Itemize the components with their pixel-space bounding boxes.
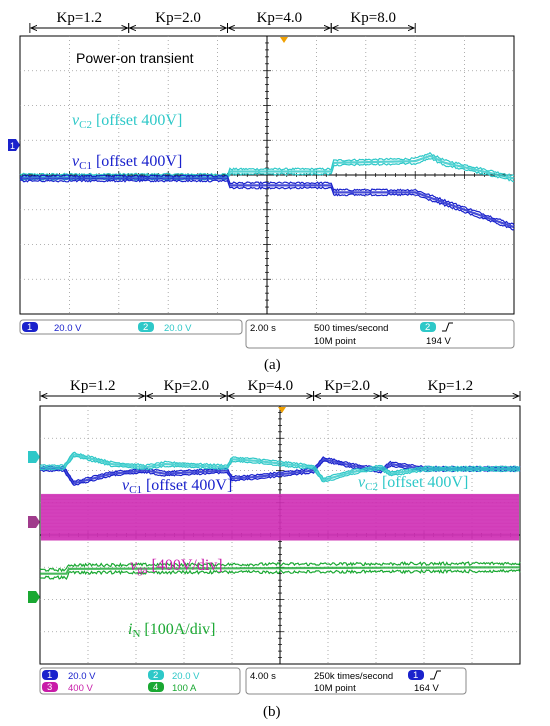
segment-label: Kp=1.2 — [70, 378, 116, 394]
ch2-scale: 20.0 V — [172, 671, 200, 682]
ch3-scale: 400 V — [68, 683, 93, 694]
series-line — [40, 566, 520, 575]
segment-label: Kp=4.0 — [248, 378, 294, 394]
svg-text:2: 2 — [143, 322, 148, 333]
status-bar: 1 20.0 V 2 20.0 V 3 400 V 4 100 A 4.00 s… — [39, 667, 467, 695]
series-line-upper — [19, 151, 515, 177]
series-line-upper — [39, 451, 521, 480]
trigger-level: 164 V — [414, 683, 439, 694]
svg-text:1: 1 — [47, 670, 52, 681]
series-line-lower — [39, 455, 521, 483]
rising-edge-icon — [442, 322, 453, 332]
trace-label-vc1: vC1 [offset 400V] — [122, 477, 232, 496]
segment-label: Kp=1.2 — [428, 378, 474, 394]
channel-marker-2 — [28, 451, 40, 463]
trigger-channel: 1 — [413, 670, 418, 681]
status-bar: 1 20.0 V 2 20.0 V 2.00 s 500 times/secon… — [19, 319, 515, 349]
trigger-marker — [278, 407, 286, 413]
ch4-scale: 100 A — [172, 683, 197, 694]
series-line — [20, 177, 515, 229]
trace-label-in: iN [100A/div] — [128, 621, 216, 640]
svg-text:2: 2 — [153, 670, 158, 681]
channel-marker-number: 1 — [10, 141, 15, 151]
series-line-lower — [39, 568, 521, 580]
series-line-upper — [19, 174, 515, 226]
series-line-upper — [39, 561, 521, 573]
annotation: Power-on transient — [76, 50, 194, 66]
trace-label-vc2: vC2 [offset 400V] — [358, 474, 468, 493]
panel-label: (b) — [263, 704, 281, 720]
record-length: 10M point — [314, 336, 356, 347]
segment-label: Kp=2.0 — [324, 378, 370, 394]
sample-rate: 250k times/second — [314, 671, 393, 682]
trigger-level: 194 V — [426, 336, 451, 347]
trace-label-vc2: vC2 [offset 400V] — [72, 112, 182, 131]
trace-label-vga: vga [400V/div] — [130, 557, 223, 576]
segment-label: Kp=4.0 — [257, 10, 303, 26]
series-line-lower — [19, 179, 515, 231]
traces — [19, 151, 515, 231]
channel-marker — [8, 139, 20, 151]
panel-b: Kp=1.2 Kp=2.0 Kp=4.0 Kp=2.0 Kp=1.2 vC1 [offs… — [28, 378, 521, 720]
record-length: 10M point — [314, 683, 356, 694]
series-line — [40, 453, 520, 482]
segment-label: Kp=2.0 — [155, 10, 201, 26]
trace-label-vc1: vC1 [offset 400V] — [72, 153, 182, 172]
sample-rate: 500 times/second — [314, 323, 388, 334]
svg-text:1: 1 — [27, 322, 32, 333]
segment-label: Kp=1.2 — [57, 10, 103, 26]
segment-label: Kp=8.0 — [350, 10, 396, 26]
rising-edge-icon — [430, 670, 441, 680]
channel-marker-4 — [28, 591, 40, 603]
ch1-scale: 20.0 V — [68, 671, 96, 682]
trigger-marker — [280, 37, 288, 43]
channel-marker-3 — [28, 516, 40, 528]
svg-text:3: 3 — [47, 682, 52, 693]
ch1-scale: 20.0 V — [54, 323, 82, 334]
timebase: 4.00 s — [250, 671, 276, 682]
segment-label: Kp=2.0 — [164, 378, 210, 394]
panel-label: (a) — [264, 357, 281, 373]
ch2-scale: 20.0 V — [164, 323, 192, 334]
trigger-channel: 2 — [425, 322, 430, 333]
svg-text:4: 4 — [153, 682, 158, 693]
traces — [39, 451, 521, 580]
panel-a: Kp=1.2 Kp=2.0 Kp=4.0 Kp=8.0 Power-on transi… — [8, 10, 515, 373]
segment-annotations: Kp=1.2 Kp=2.0 Kp=4.0 Kp=2.0 Kp=1.2 — [39, 378, 521, 401]
segment-annotations: Kp=1.2 Kp=2.0 Kp=4.0 Kp=8.0 — [29, 10, 416, 33]
series-line — [20, 154, 515, 180]
timebase: 2.00 s — [250, 323, 276, 334]
